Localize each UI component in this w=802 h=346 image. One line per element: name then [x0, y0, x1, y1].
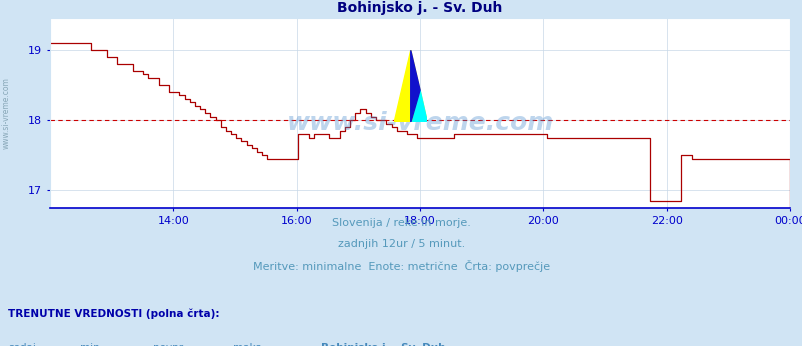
Text: Bohinjsko j. - Sv. Duh: Bohinjsko j. - Sv. Duh [321, 343, 445, 346]
Text: min.:: min.: [80, 343, 107, 346]
Polygon shape [412, 90, 427, 122]
Title: Bohinjsko j. - Sv. Duh: Bohinjsko j. - Sv. Duh [337, 1, 502, 16]
Text: www.si-vreme.com: www.si-vreme.com [286, 110, 553, 135]
Text: Meritve: minimalne  Enote: metrične  Črta: povprečje: Meritve: minimalne Enote: metrične Črta:… [253, 260, 549, 272]
Polygon shape [411, 50, 419, 122]
Text: sedaj:: sedaj: [8, 343, 39, 346]
Text: zadnjih 12ur / 5 minut.: zadnjih 12ur / 5 minut. [338, 239, 464, 249]
Text: www.si-vreme.com: www.si-vreme.com [2, 77, 11, 149]
Text: maks.:: maks.: [233, 343, 268, 346]
Polygon shape [394, 50, 427, 122]
Text: Slovenija / reke in morje.: Slovenija / reke in morje. [332, 218, 470, 228]
Text: TRENUTNE VREDNOSTI (polna črta):: TRENUTNE VREDNOSTI (polna črta): [8, 308, 219, 319]
Text: povpr.:: povpr.: [152, 343, 188, 346]
